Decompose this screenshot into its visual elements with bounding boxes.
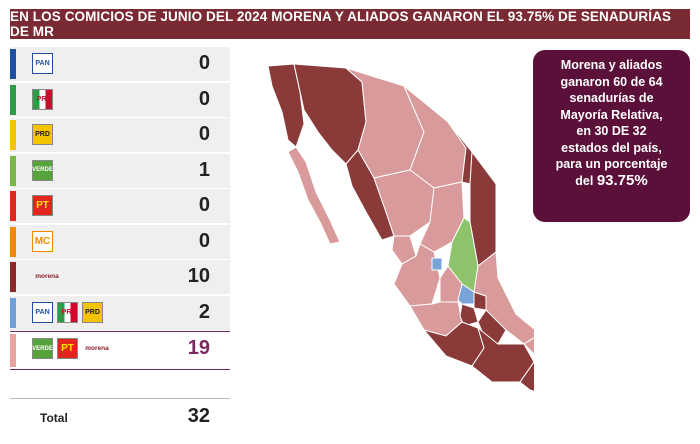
party-value: 0 bbox=[198, 229, 210, 252]
party-logos: VERDE bbox=[32, 159, 53, 181]
state-sonora bbox=[293, 63, 367, 165]
party-color-bar bbox=[10, 191, 16, 221]
party-logos: PAN PRI PRD bbox=[32, 301, 103, 323]
party-value: 10 bbox=[187, 265, 210, 287]
party-color-bar bbox=[10, 155, 16, 186]
callout-line: para un porcentaje bbox=[555, 157, 668, 171]
pan-logo-icon: PAN bbox=[32, 301, 53, 323]
party-color-bar bbox=[10, 120, 16, 150]
pt-logo-icon: PT bbox=[57, 338, 78, 359]
party-row: PRI 0 bbox=[10, 82, 230, 117]
party-value: 2 bbox=[198, 300, 210, 323]
pri-logo-icon: PRI bbox=[57, 301, 78, 323]
state-chiapas bbox=[519, 353, 534, 392]
party-row: PAN PRI PRD 2 bbox=[10, 295, 230, 330]
callout-percentage: 93.75% bbox=[596, 171, 648, 189]
callout-last-prefix: del bbox=[575, 173, 594, 188]
summary-callout: Morena y aliados ganaron 60 de 64 senadurí… bbox=[533, 50, 690, 222]
verde-logo-icon: VERDE bbox=[32, 159, 53, 181]
pri-logo-icon: PRI bbox=[32, 88, 53, 110]
party-logos: PAN bbox=[32, 53, 53, 74]
prd-logo-icon: PRD bbox=[82, 301, 103, 323]
party-color-bar bbox=[10, 334, 16, 367]
party-value: 0 bbox=[198, 123, 210, 145]
party-color-bar bbox=[10, 262, 16, 292]
morena-logo-icon: morena bbox=[85, 345, 109, 352]
party-logos: morena bbox=[32, 266, 62, 287]
pan-logo-icon: PAN bbox=[32, 53, 53, 74]
party-logos: PT bbox=[32, 195, 53, 216]
mc-logo-icon: MC bbox=[32, 230, 53, 252]
party-color-bar bbox=[10, 226, 16, 257]
callout-line: estados del país, bbox=[561, 140, 662, 155]
title-banner: EN LOS COMICIOS DE JUNIO DEL 2024 MORENA… bbox=[10, 9, 690, 39]
prd-logo-icon: PRD bbox=[32, 124, 53, 145]
party-logos: VERDE PT morena bbox=[32, 338, 112, 359]
banner-title: EN LOS COMICIOS DE JUNIO DEL 2024 MORENA… bbox=[10, 9, 672, 39]
callout-line: ganaron 60 de 64 bbox=[560, 74, 663, 89]
state-nuevo-leon bbox=[447, 121, 473, 185]
mexico-map bbox=[267, 63, 534, 392]
party-value: 0 bbox=[198, 194, 210, 216]
party-row: morena 10 bbox=[10, 260, 230, 294]
state-mexico bbox=[459, 303, 479, 327]
state-aguascalientes bbox=[431, 257, 443, 271]
party-row: VERDE PT morena 19 bbox=[10, 331, 230, 370]
party-row: PAN 0 bbox=[10, 47, 230, 81]
party-color-bar bbox=[10, 49, 16, 79]
morena-logo-icon: morena bbox=[35, 273, 59, 280]
verde-logo-icon: VERDE bbox=[32, 338, 53, 359]
state-baja-california-sur bbox=[287, 146, 341, 245]
callout-line: senadurías de bbox=[569, 91, 654, 105]
total-label: Total bbox=[40, 411, 68, 425]
state-tabasco bbox=[523, 337, 534, 355]
pt-logo-icon: PT bbox=[32, 195, 53, 216]
party-value: 1 bbox=[198, 158, 210, 181]
results-table: PAN 0 PRI 0 PRD 0 VERDE 1 PT 0 MC 0 morena 10 PAN PRI PR… bbox=[10, 47, 230, 372]
callout-last-line: del 93.75% bbox=[533, 171, 690, 190]
callout-line: Morena y aliados bbox=[560, 58, 663, 72]
party-row: MC 0 bbox=[10, 224, 230, 259]
party-color-bar bbox=[10, 84, 16, 115]
party-logos: MC bbox=[32, 230, 53, 252]
party-logos: PRD bbox=[32, 124, 53, 145]
total-row: Total 32 bbox=[10, 398, 230, 433]
callout-line: en 30 DE 32 bbox=[576, 124, 647, 138]
state-queretaro bbox=[457, 283, 475, 305]
party-logos: PRI bbox=[32, 88, 53, 110]
party-row: VERDE 1 bbox=[10, 153, 230, 188]
party-row: PT 0 bbox=[10, 189, 230, 223]
party-color-bar bbox=[10, 297, 16, 328]
party-value: 19 bbox=[187, 337, 210, 359]
party-value: 0 bbox=[198, 87, 210, 110]
party-row: PRD 0 bbox=[10, 118, 230, 152]
callout-line: Mayoría Relativa, bbox=[560, 107, 663, 122]
total-value: 32 bbox=[187, 405, 210, 427]
state-durango bbox=[373, 169, 435, 237]
party-value: 0 bbox=[198, 52, 210, 74]
